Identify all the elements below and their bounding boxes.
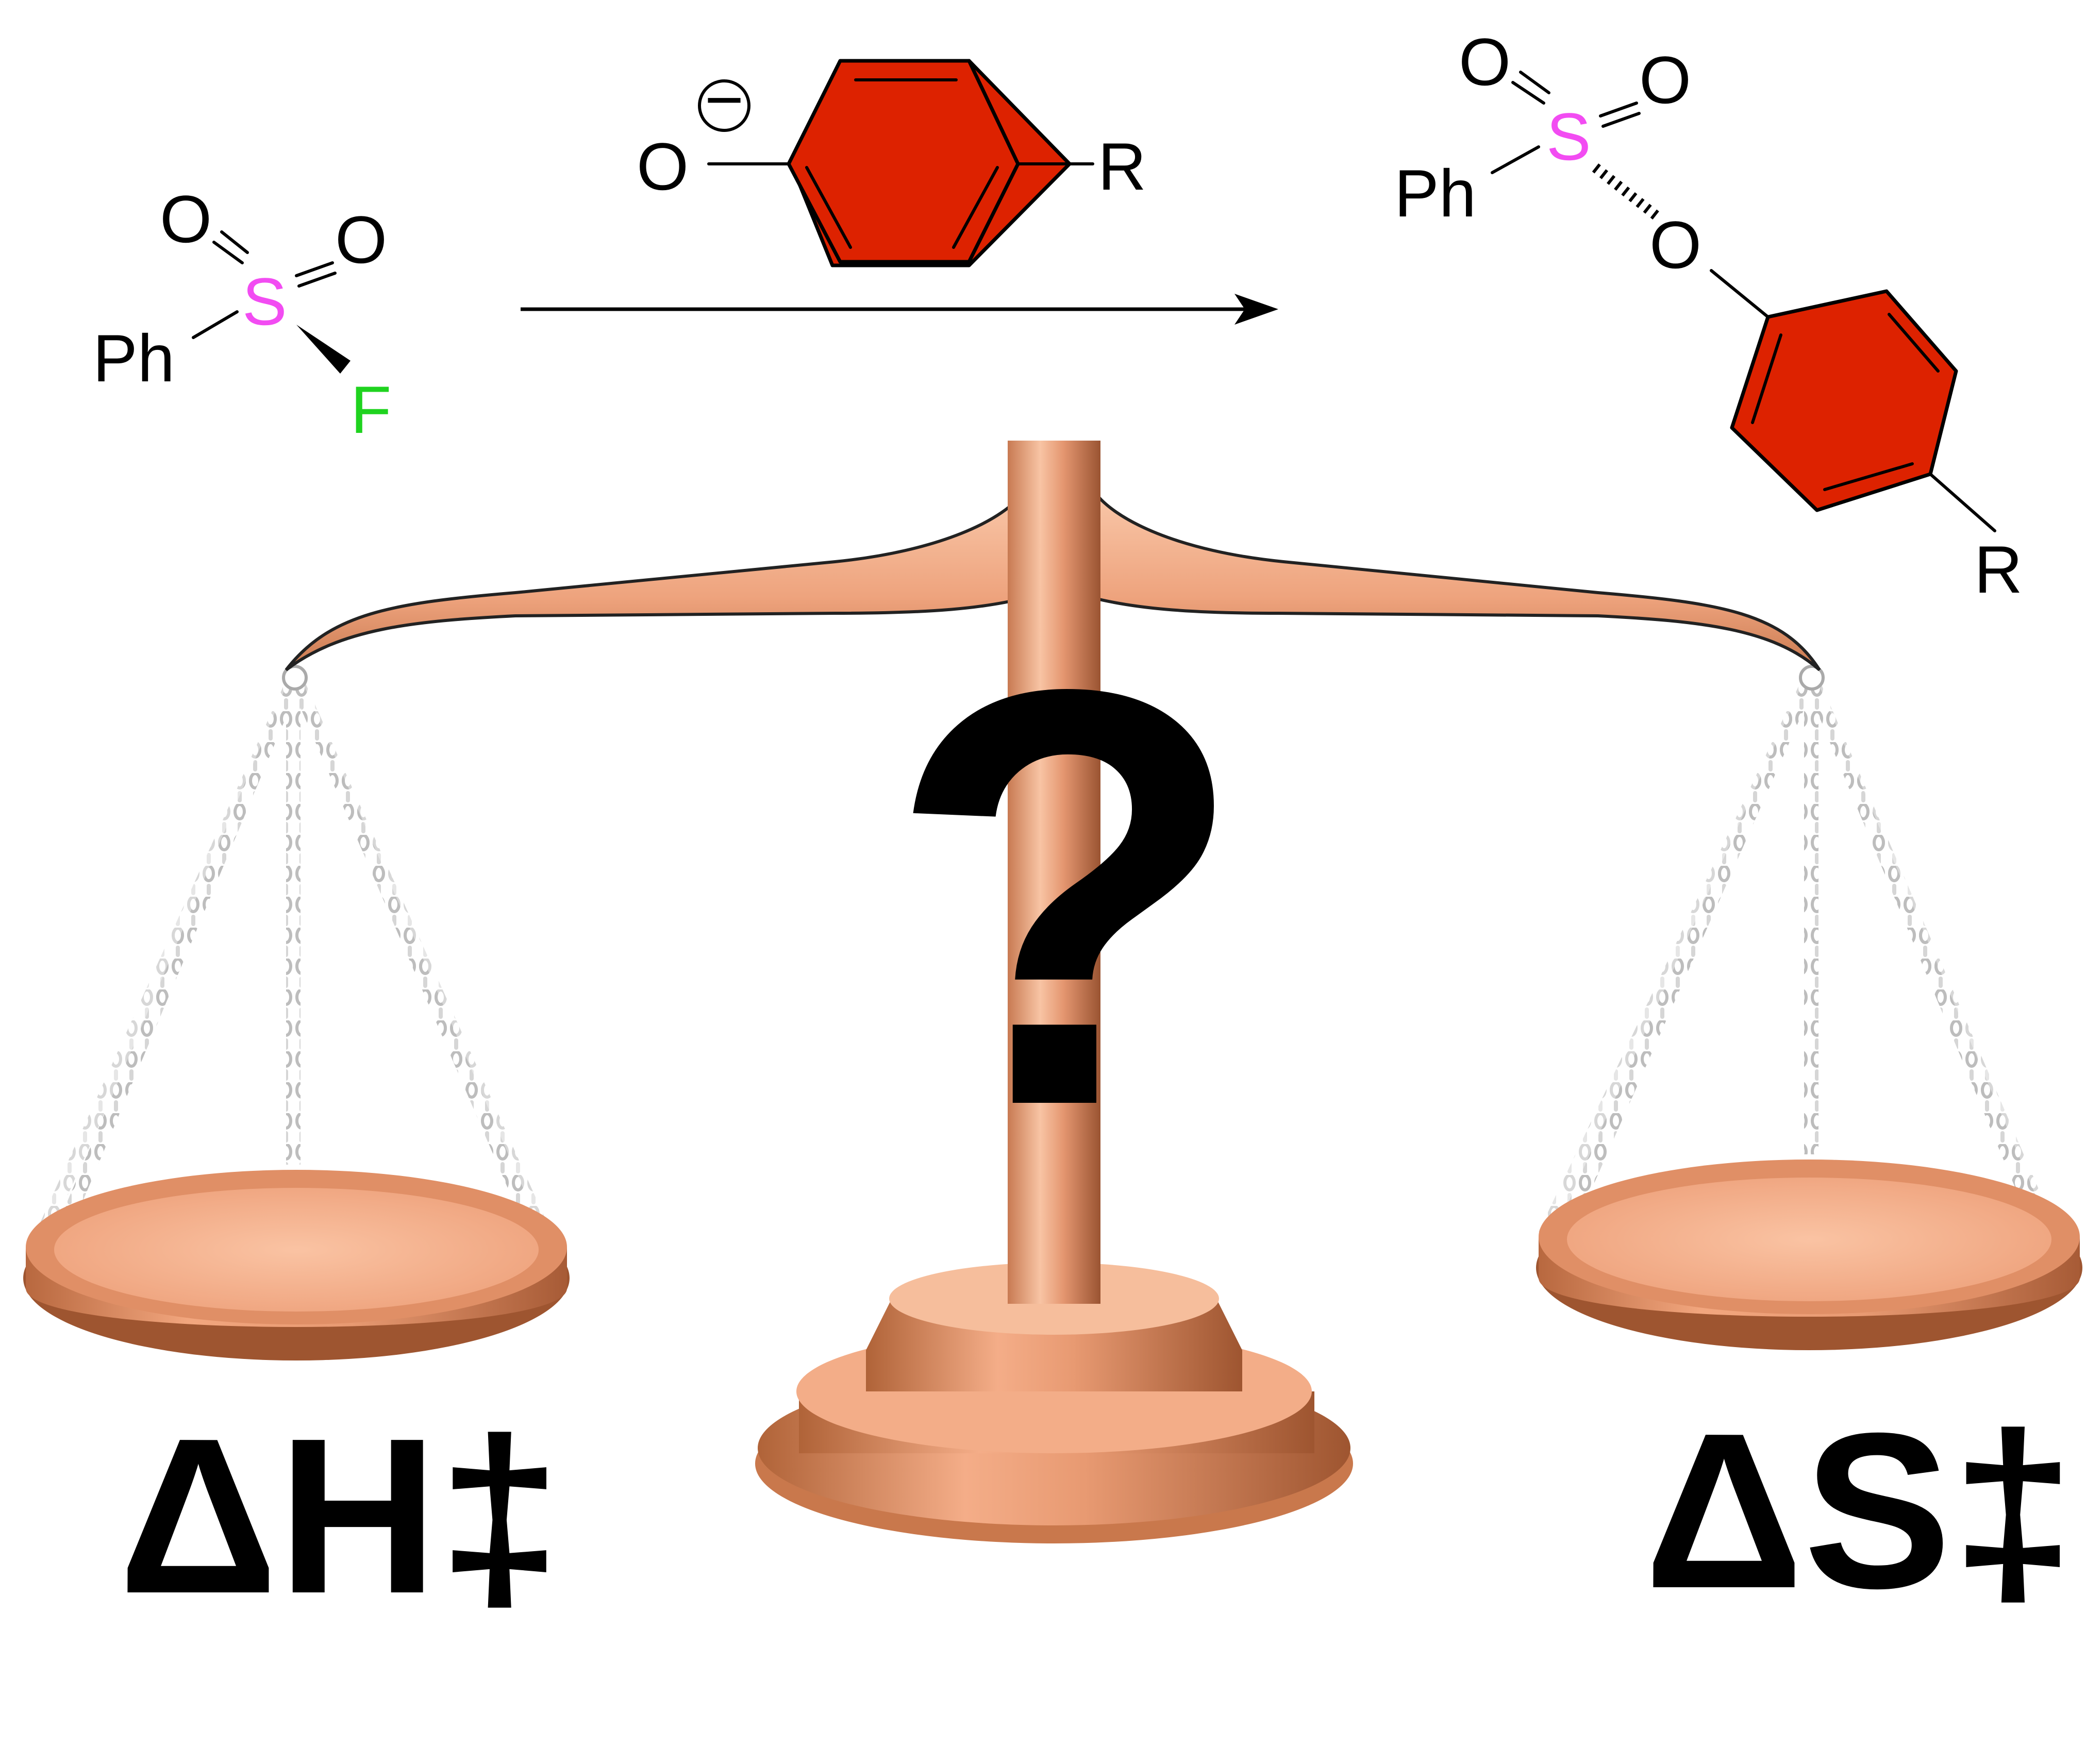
product-ring-r-bond — [1929, 473, 1996, 532]
product-ring-double-bond-1 — [1888, 313, 1940, 373]
product-aryl-sulfonate: O O S Ph O R — [1394, 24, 2023, 607]
left-chains — [36, 665, 546, 1237]
reactant-so-bond-right-a — [295, 261, 334, 277]
question-mark: ? — [886, 566, 1248, 1229]
reagent-ring-shape — [787, 59, 1020, 264]
reagent-phenoxide: O − R — [637, 59, 1146, 267]
reactant-so-bond-left-b — [220, 230, 249, 254]
product-sulfur: S — [1546, 99, 1591, 174]
reagent-charge-sign: − — [705, 62, 744, 137]
product-phenyl: Ph — [1394, 156, 1476, 231]
reaction-arrow — [521, 294, 1278, 325]
right-chains — [1539, 665, 2059, 1242]
product-ring-double-bond-2 — [1823, 462, 1914, 491]
reagent-substituent: R — [1098, 129, 1146, 204]
product-oxygen-left: O — [1459, 24, 1511, 99]
reactant-phenyl: Ph — [93, 321, 175, 396]
product-o-ring-bond — [1710, 269, 1770, 318]
product-so-bond-right-b — [1601, 112, 1641, 128]
reactant-sulfonyl-fluoride: O O S Ph F — [93, 181, 391, 447]
reactant-fluorine: F — [351, 372, 391, 447]
reactant-so-bond-left-a — [212, 241, 244, 264]
left-pan — [23, 1170, 570, 1360]
reagent-ring-double-bond-2 — [952, 166, 999, 249]
entropy-label: ΔS‡ — [1644, 1387, 2075, 1635]
product-hashed-bond — [1592, 163, 1661, 221]
reactant-wedge-bond — [296, 325, 351, 374]
product-substituent: R — [1974, 532, 2023, 607]
product-oxygen-right: O — [1639, 42, 1691, 117]
product-so-bond-right-a — [1599, 102, 1638, 117]
scale-base — [755, 1247, 1353, 1543]
reactant-oxygen-right: O — [335, 202, 387, 277]
product-ring — [1730, 289, 1958, 512]
product-so-bond-left-a — [1511, 81, 1545, 105]
product-so-bond-left-b — [1519, 71, 1550, 94]
product-bridge-oxygen: O — [1649, 207, 1701, 282]
product-ring-double-bond-3 — [1751, 333, 1782, 424]
reactant-sulfur: S — [242, 264, 287, 339]
balance-scale — [23, 441, 2082, 1543]
enthalpy-label: ΔH‡ — [119, 1392, 561, 1640]
reactant-ph-s-bond — [192, 310, 239, 339]
right-pan — [1536, 1160, 2082, 1350]
reactant-oxygen-left: O — [160, 181, 212, 257]
reactant-so-bond-right-b — [297, 272, 337, 288]
reagent-ring-double-bond-3 — [805, 166, 852, 249]
reagent-charge-circle — [698, 79, 750, 132]
reagent-oxygen: O — [637, 129, 689, 204]
scale-pole — [1008, 441, 1100, 1286]
product-ph-s-bond — [1491, 145, 1540, 174]
